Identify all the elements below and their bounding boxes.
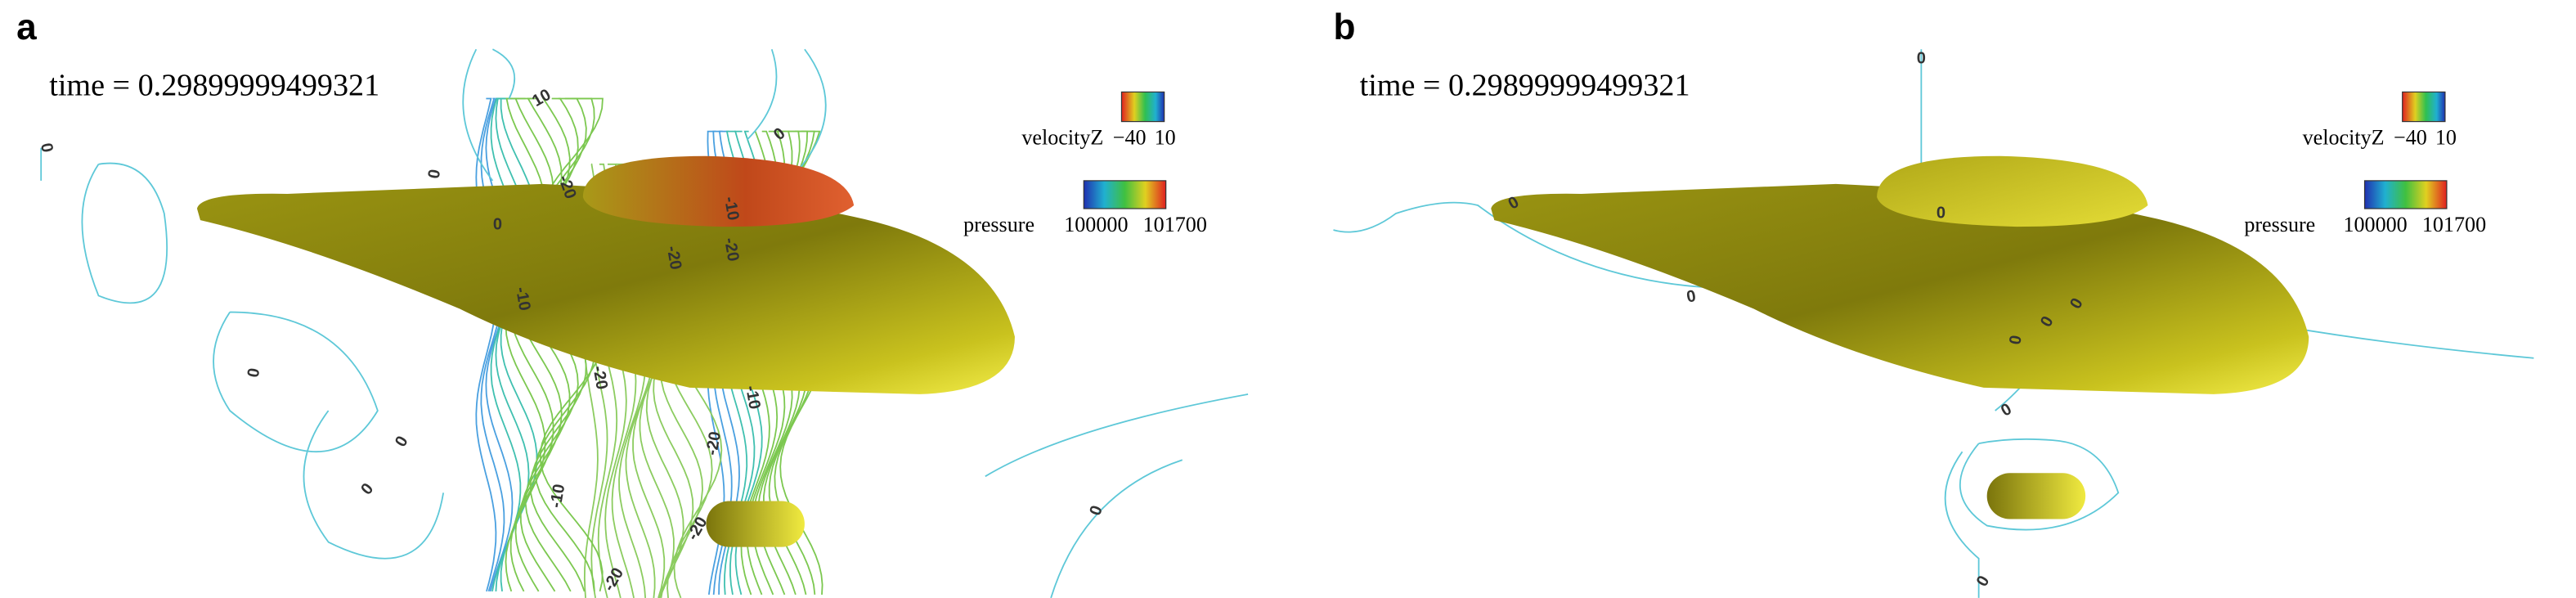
contour-label: 0 (770, 124, 789, 144)
time-label: time = 0.29899999499321 (49, 68, 379, 102)
contour-line (485, 97, 514, 592)
velocity-colorbar (1120, 91, 1165, 123)
contour-label: -10 (512, 286, 534, 312)
cylinder (1986, 473, 2086, 519)
contour-label: 0 (493, 215, 502, 233)
contour-label: -20 (702, 430, 725, 456)
contour-line (1944, 451, 1980, 598)
contour-label: -20 (600, 564, 628, 594)
hull (1491, 183, 2309, 394)
pressure-colorbar (2363, 180, 2448, 209)
pressure-legend-title: pressure (2244, 213, 2315, 236)
contour-line (213, 311, 379, 453)
canopy (1877, 155, 2148, 227)
contour-line (303, 410, 445, 560)
velocity-legend-min: −40 (2394, 126, 2427, 150)
pressure-legend-title: pressure (963, 213, 1034, 236)
pressure-legend-min: 100000 (2343, 213, 2407, 236)
contour-label: 0 (1936, 204, 1945, 222)
pressure-legend-max: 101700 (1143, 213, 1207, 236)
pressure-colorbar (1083, 180, 1167, 209)
contour-label: 0 (2006, 334, 2026, 346)
canopy (582, 155, 855, 227)
panel-label: a (16, 7, 37, 47)
contour-line (480, 97, 505, 592)
pressure-legend-min: 100000 (1064, 213, 1128, 236)
hull (196, 183, 1015, 394)
contour-label: -20 (720, 236, 743, 263)
contour-line (462, 48, 516, 182)
contour-line (1959, 438, 2120, 531)
contour-label: -20 (589, 365, 611, 391)
contour-label: 0 (37, 142, 56, 154)
contour-label: 0 (1086, 503, 1106, 518)
figure-body: 1000 -200-10-20-20-10-20-10000-20-20-100-… (16, 7, 2534, 598)
contour-label: 0 (1998, 400, 2015, 420)
velocity-legend-title: velocityZ (2303, 126, 2385, 150)
panel-label: b (1333, 7, 1355, 47)
velocity-legend-max: 10 (2435, 126, 2457, 150)
contour-label: -10 (742, 384, 764, 411)
panel: 1000 -200-10-20-20-10-20-10000-20-20-100-… (16, 7, 1249, 598)
contour-label: 0 (357, 480, 377, 499)
velocity-colorbar (2402, 91, 2446, 123)
contour-label: -20 (663, 245, 685, 271)
contour-label: -10 (547, 483, 569, 509)
contour-line (505, 97, 546, 592)
contour-line (1050, 459, 1183, 598)
contour-line (490, 97, 522, 592)
contour-label: 0 (425, 168, 445, 180)
contour-label: 0 (1685, 287, 1698, 307)
time-label: time = 0.29899999499321 (1360, 68, 1690, 102)
velocity-legend-title: velocityZ (1021, 126, 1103, 150)
contour-line (747, 48, 827, 182)
cylinder (706, 501, 805, 547)
contour-label: 0 (1917, 50, 1926, 68)
contour-label: 0 (1973, 573, 1994, 590)
contour-line (475, 97, 497, 592)
contour-line (81, 162, 168, 304)
contour-label: 0 (245, 366, 264, 379)
velocity-legend-min: −40 (1113, 126, 1147, 150)
velocity-legend-max: 10 (1155, 126, 1176, 150)
contour-label: -10 (720, 196, 743, 222)
contour-line (985, 393, 1249, 478)
pressure-legend-max: 101700 (2422, 213, 2486, 236)
contour-label: 0 (392, 433, 412, 450)
